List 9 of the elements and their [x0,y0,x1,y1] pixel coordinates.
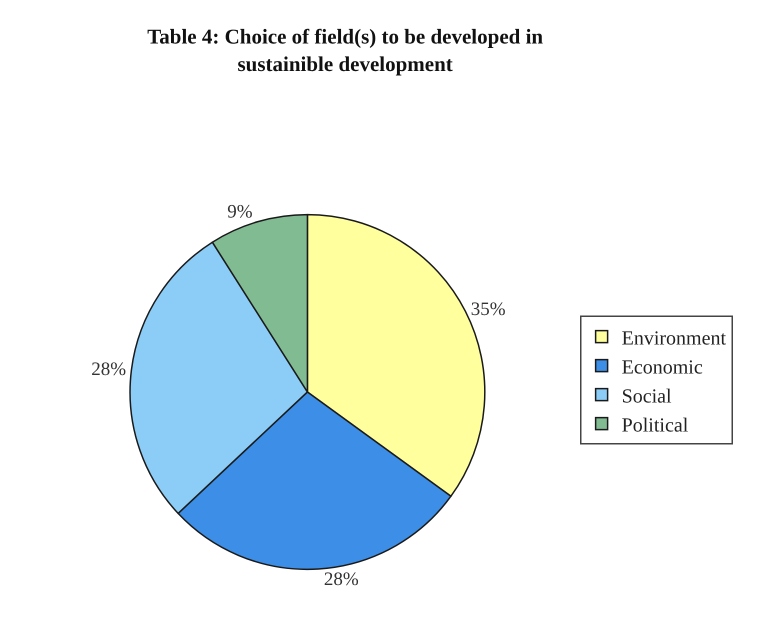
legend-label: Environment [622,327,726,350]
data-label: 35% [470,298,506,320]
chart-title: Table 4: Choice of field(s) to be developed in sustainible development [147,24,544,76]
legend-label: Social [622,385,672,408]
legend-label: Political [622,414,689,436]
data-label: 28% [91,359,126,380]
legend-label: Economic [622,356,703,378]
data-label: 28% [324,568,359,590]
data-label: 9% [227,201,253,222]
